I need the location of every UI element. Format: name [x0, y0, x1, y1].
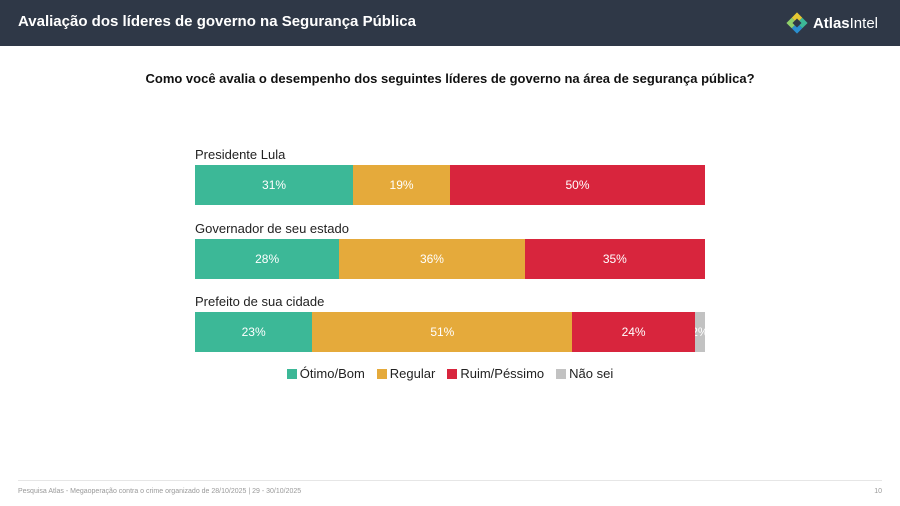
legend-label: Ruim/Péssimo — [460, 366, 545, 381]
bar-segment: 28% — [195, 239, 340, 279]
legend-swatch — [447, 368, 458, 379]
bar-segment: 51% — [312, 312, 573, 352]
atlasintel-logo-icon — [786, 12, 808, 34]
chart-legend: Ótimo/Bom Regular Ruim/Péssimo Não sei — [0, 366, 900, 381]
data-label: 2% — [695, 325, 705, 339]
legend-label: Ótimo/Bom — [299, 366, 365, 381]
legend-swatch — [286, 368, 297, 379]
chart-question: Como você avalia o desempenho dos seguin… — [145, 71, 755, 86]
data-label: 28% — [255, 252, 280, 266]
bar-segment: 50% — [449, 165, 705, 205]
page-number: 10 — [874, 488, 882, 495]
legend-item: Ruim/Péssimo — [447, 366, 544, 381]
data-label: 24% — [621, 325, 646, 339]
bar-segment: 24% — [572, 312, 695, 352]
data-label: 51% — [430, 325, 455, 339]
data-label: 50% — [565, 178, 590, 192]
page-title: Avaliação dos líderes de governo na Segu… — [18, 13, 416, 30]
data-label: 36% — [419, 252, 444, 266]
legend-item: Regular — [376, 366, 436, 381]
bar-segment: 35% — [524, 239, 705, 279]
stacked-bar: 23% 51% 24% 2% — [195, 312, 705, 352]
data-label: 19% — [389, 178, 414, 192]
legend-label: Regular — [389, 366, 436, 381]
brand-logo: AtlasIntel — [786, 12, 878, 34]
stacked-bar: 31% 19% 50% — [195, 165, 705, 205]
brand-name: AtlasIntel — [812, 14, 878, 32]
category-label: Governador de seu estado — [195, 221, 349, 236]
header-bar: Avaliação dos líderes de governo na Segu… — [0, 0, 900, 46]
data-label: 23% — [241, 325, 266, 339]
legend-item: Não sei — [556, 366, 613, 381]
bar-segment: 36% — [339, 239, 525, 279]
footer-source: Pesquisa Atlas - Megaoperação contra o c… — [18, 488, 302, 495]
data-label: 31% — [262, 178, 287, 192]
bar-segment: 31% — [195, 165, 354, 205]
legend-label: Não sei — [569, 366, 614, 381]
category-label: Prefeito de sua cidade — [195, 294, 325, 309]
bar-segment: 19% — [353, 165, 450, 205]
category-label: Presidente Lula — [195, 147, 286, 162]
bar-segment: 2% — [694, 312, 705, 352]
legend-swatch — [376, 368, 387, 379]
stacked-bar: 28% 36% 35% — [195, 239, 705, 279]
legend-item: Ótimo/Bom — [286, 366, 365, 381]
data-label: 35% — [602, 252, 627, 266]
bar-segment: 23% — [195, 312, 313, 352]
footer-divider — [18, 480, 882, 481]
legend-swatch — [556, 368, 567, 379]
